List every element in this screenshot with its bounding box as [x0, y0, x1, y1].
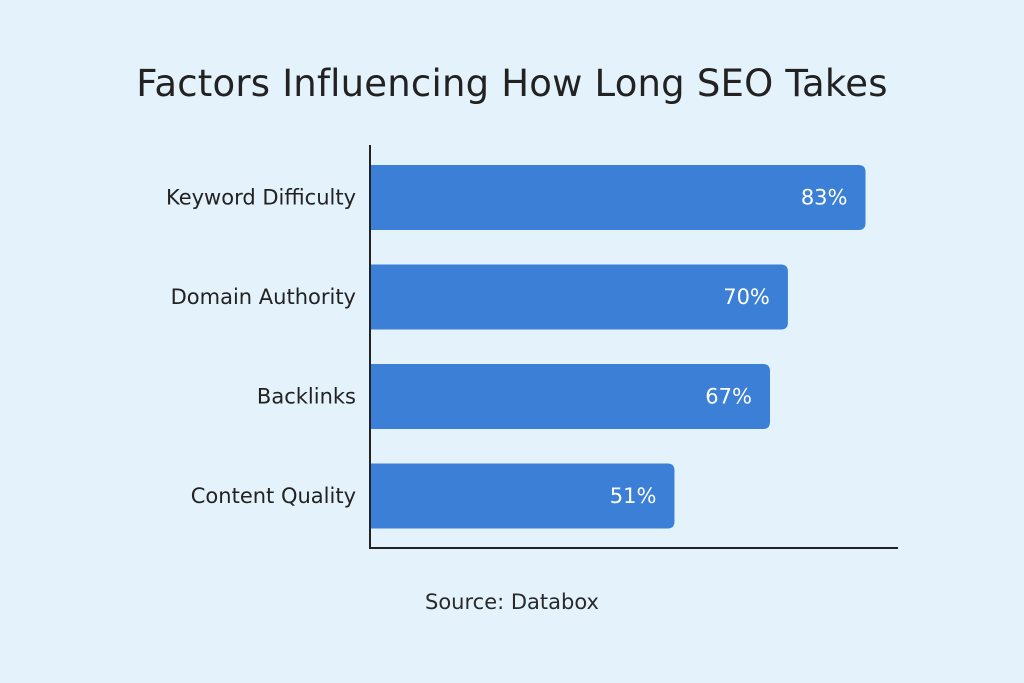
category-label: Keyword Difficulty — [166, 186, 356, 210]
data-label: 51% — [610, 484, 657, 508]
bar — [370, 463, 675, 529]
source-note: Source: Databox — [425, 590, 599, 614]
bars-layer: Keyword Difficulty 83% Domain Authority 70%… — [166, 165, 866, 529]
data-label: 67% — [705, 385, 752, 409]
bar — [370, 264, 788, 330]
axes-layer — [369, 145, 898, 549]
chart-title: Factors Influencing How Long SEO Takes — [136, 62, 888, 105]
category-label: Domain Authority — [171, 285, 356, 309]
category-label: Content Quality — [191, 484, 356, 508]
data-label: 70% — [723, 285, 770, 309]
category-label: Backlinks — [257, 385, 356, 409]
bar — [370, 364, 770, 429]
data-label: 83% — [801, 186, 848, 210]
bar — [370, 165, 866, 230]
